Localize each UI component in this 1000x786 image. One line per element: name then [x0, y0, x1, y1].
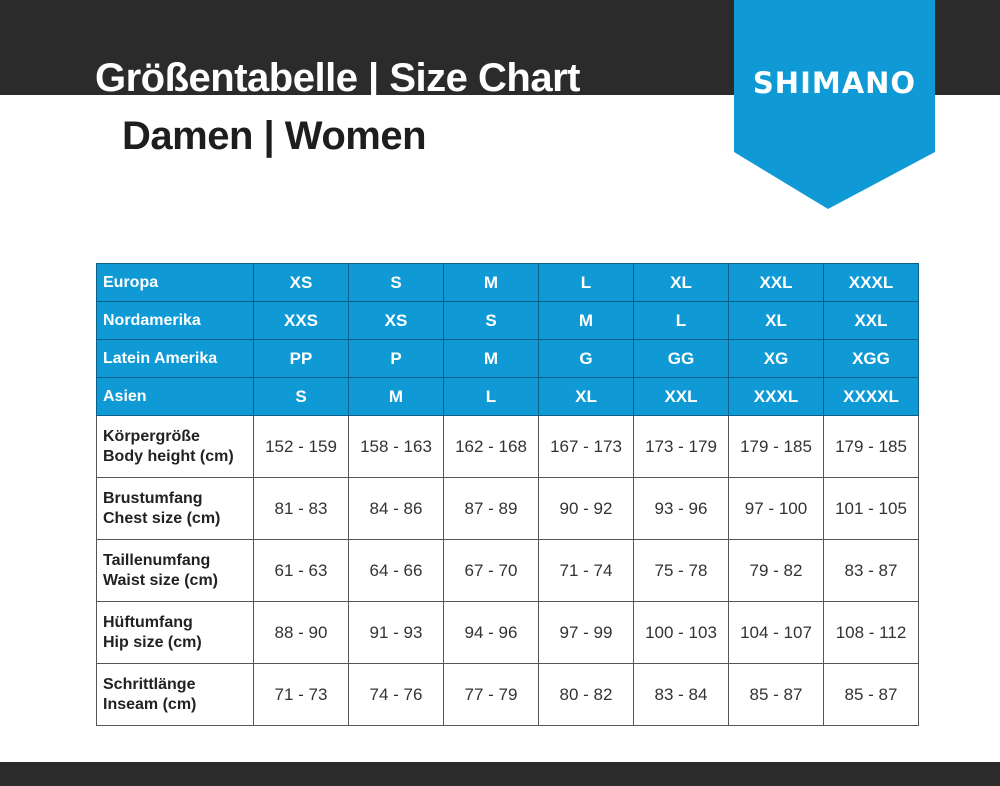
size-cell: GG [633, 339, 729, 378]
size-cell: S [348, 263, 444, 302]
measurement-cell: 64 - 66 [348, 539, 444, 602]
row-label: Taillenumfang Waist size (cm) [96, 539, 254, 602]
label-de: Schrittlänge [103, 675, 196, 693]
measurement-cell: 101 - 105 [823, 477, 919, 540]
measurement-cell: 61 - 63 [253, 539, 349, 602]
measurement-cell: 167 - 173 [538, 415, 634, 478]
page-subtitle: Damen | Women [122, 114, 427, 158]
measurement-cell: 90 - 92 [538, 477, 634, 540]
size-cell: G [538, 339, 634, 378]
row-label: Schrittlänge Inseam (cm) [96, 663, 254, 726]
measurement-cell: 71 - 74 [538, 539, 634, 602]
measurement-cell: 74 - 76 [348, 663, 444, 726]
size-cell: XXL [633, 377, 729, 416]
measurement-cell: 152 - 159 [253, 415, 349, 478]
size-cell: L [633, 301, 729, 340]
size-cell: M [348, 377, 444, 416]
row-label: Asien [96, 377, 254, 416]
size-cell: XL [633, 263, 729, 302]
size-system-row: Latein Amerika PP P M G GG XG XGG [96, 339, 919, 378]
row-label: Brustumfang Chest size (cm) [96, 477, 254, 540]
measurement-row: Brustumfang Chest size (cm) 81 - 83 84 - 86… [96, 477, 919, 540]
size-cell: XXXL [823, 263, 919, 302]
label-en: Chest size (cm) [103, 509, 221, 527]
size-cell: XG [728, 339, 824, 378]
size-cell: XXXL [728, 377, 824, 416]
logo-text: SHIMANO [752, 66, 917, 100]
measurement-cell: 87 - 89 [443, 477, 539, 540]
row-label: Nordamerika [96, 301, 254, 340]
measurement-cell: 104 - 107 [728, 601, 824, 664]
page-title: Größentabelle | Size Chart [95, 56, 580, 100]
size-cell: M [443, 263, 539, 302]
size-cell: M [443, 339, 539, 378]
size-cell: S [443, 301, 539, 340]
measurement-cell: 83 - 87 [823, 539, 919, 602]
measurement-row: Schrittlänge Inseam (cm) 71 - 73 74 - 76 77 … [96, 663, 919, 726]
measurement-cell: 83 - 84 [633, 663, 729, 726]
measurement-cell: 85 - 87 [728, 663, 824, 726]
measurement-cell: 67 - 70 [443, 539, 539, 602]
measurement-cell: 88 - 90 [253, 601, 349, 664]
measurement-row: Körpergröße Body height (cm) 152 - 159 158 … [96, 415, 919, 478]
measurement-cell: 93 - 96 [633, 477, 729, 540]
measurement-cell: 75 - 78 [633, 539, 729, 602]
measurement-cell: 91 - 93 [348, 601, 444, 664]
size-system-row: Nordamerika XXS XS S M L XL XXL [96, 301, 919, 340]
size-chart-table: Europa XS S M L XL XXL XXXL Nordamerika XXS XS S M L X… [96, 263, 919, 726]
measurement-cell: 94 - 96 [443, 601, 539, 664]
label-en: Inseam (cm) [103, 695, 197, 713]
row-label: Hüftumfang Hip size (cm) [96, 601, 254, 664]
size-cell: L [538, 263, 634, 302]
size-cell: P [348, 339, 444, 378]
label-de: Hüftumfang [103, 613, 193, 631]
measurement-cell: 97 - 99 [538, 601, 634, 664]
measurement-cell: 71 - 73 [253, 663, 349, 726]
measurement-cell: 80 - 82 [538, 663, 634, 726]
size-cell: XS [253, 263, 349, 302]
row-label: Europa [96, 263, 254, 302]
measurement-cell: 84 - 86 [348, 477, 444, 540]
label-en: Body height (cm) [103, 447, 234, 465]
label-de: Taillenumfang [103, 551, 211, 569]
measurement-cell: 158 - 163 [348, 415, 444, 478]
measurement-cell: 79 - 82 [728, 539, 824, 602]
measurement-cell: 179 - 185 [823, 415, 919, 478]
label-de: Körpergröße [103, 427, 200, 445]
measurement-cell: 85 - 87 [823, 663, 919, 726]
size-system-row: Asien S M L XL XXL XXXL XXXXL [96, 377, 919, 416]
size-cell: XL [728, 301, 824, 340]
bottom-band [0, 762, 1000, 786]
measurement-cell: 179 - 185 [728, 415, 824, 478]
size-cell: XXL [823, 301, 919, 340]
size-cell: XXL [728, 263, 824, 302]
row-label: Körpergröße Body height (cm) [96, 415, 254, 478]
size-cell: XL [538, 377, 634, 416]
size-cell: PP [253, 339, 349, 378]
measurement-cell: 81 - 83 [253, 477, 349, 540]
size-cell: M [538, 301, 634, 340]
size-cell: XXS [253, 301, 349, 340]
measurement-cell: 108 - 112 [823, 601, 919, 664]
measurement-cell: 173 - 179 [633, 415, 729, 478]
measurement-row: Hüftumfang Hip size (cm) 88 - 90 91 - 93 94 … [96, 601, 919, 664]
size-cell: XXXXL [823, 377, 919, 416]
size-cell: L [443, 377, 539, 416]
measurement-cell: 100 - 103 [633, 601, 729, 664]
size-cell: XS [348, 301, 444, 340]
row-label: Latein Amerika [96, 339, 254, 378]
size-cell: S [253, 377, 349, 416]
label-en: Hip size (cm) [103, 633, 202, 651]
measurement-cell: 97 - 100 [728, 477, 824, 540]
size-system-row: Europa XS S M L XL XXL XXXL [96, 263, 919, 302]
label-de: Brustumfang [103, 489, 203, 507]
measurement-cell: 77 - 79 [443, 663, 539, 726]
label-en: Waist size (cm) [103, 571, 218, 589]
measurement-row: Taillenumfang Waist size (cm) 61 - 63 64 - … [96, 539, 919, 602]
size-cell: XGG [823, 339, 919, 378]
shimano-logo: SHIMANO [734, 0, 935, 209]
measurement-cell: 162 - 168 [443, 415, 539, 478]
